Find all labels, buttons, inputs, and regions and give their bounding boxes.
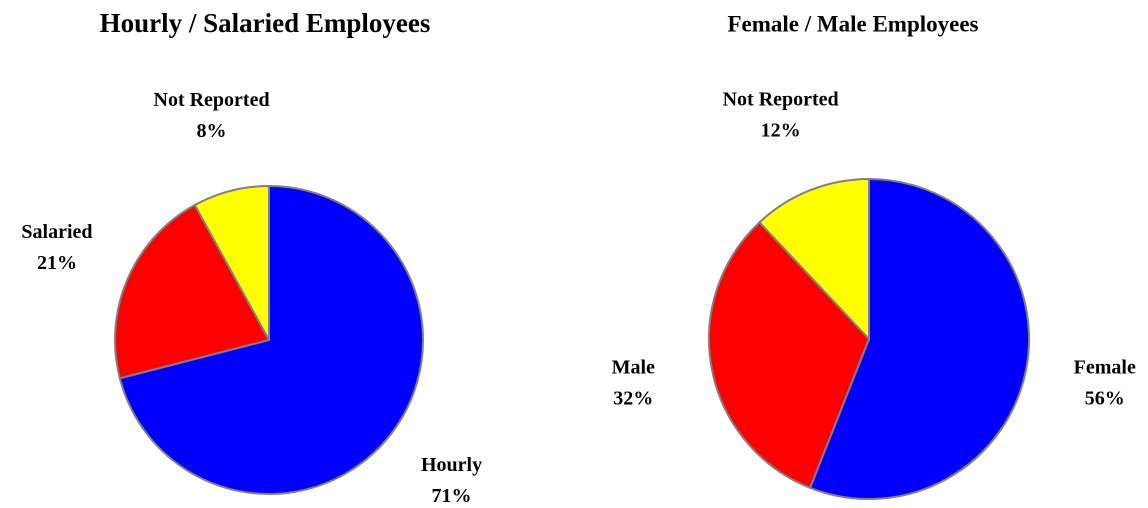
slice-label: Salaried [21, 221, 92, 243]
pie-slice [708, 220, 871, 490]
slice-label: Female [1074, 357, 1136, 379]
pie-slice [193, 184, 270, 341]
slice-label: Not Reported [154, 89, 270, 111]
slice-value: 12% [761, 119, 801, 141]
slice-label: Not Reported [723, 88, 839, 110]
slice-label: Hourly [421, 454, 482, 476]
chart-title: Hourly / Salaried Employees [100, 8, 431, 38]
slice-value: 8% [197, 120, 227, 142]
pie-slice [114, 203, 271, 380]
slice-value: 21% [37, 252, 77, 274]
pie-slice [758, 177, 870, 342]
slice-value: 56% [1085, 388, 1125, 410]
slice-label: Male [612, 357, 655, 379]
pie-slice [118, 184, 424, 495]
slice-value: 32% [613, 388, 653, 410]
slice-value: 71% [432, 485, 472, 507]
chart-title: Female / Male Employees [727, 11, 978, 36]
pie-slice [808, 177, 1030, 500]
